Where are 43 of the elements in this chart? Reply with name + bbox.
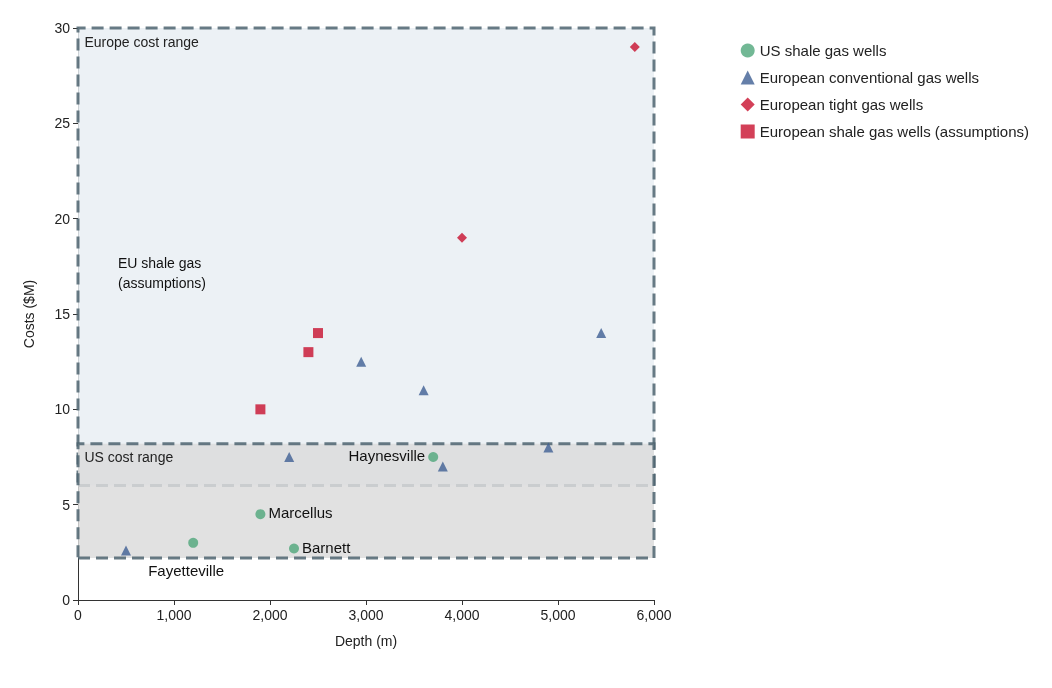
legend-label: European conventional gas wells bbox=[759, 69, 980, 86]
point bbox=[121, 545, 131, 556]
band-label: Europe cost range bbox=[84, 33, 200, 50]
y-tick-label: 25 bbox=[54, 115, 71, 132]
point bbox=[629, 42, 640, 53]
annotation: Haynesville bbox=[348, 447, 426, 464]
y-tick-label: 10 bbox=[54, 401, 71, 418]
annotation: Marcellus bbox=[268, 504, 333, 522]
x-tick-label: 6,000 bbox=[636, 607, 672, 623]
y-tick-label: 0 bbox=[62, 592, 71, 608]
point bbox=[596, 328, 607, 339]
x-axis-title: Depth (m) bbox=[334, 633, 398, 649]
x-tick-label: 5,000 bbox=[540, 607, 576, 623]
point bbox=[255, 404, 266, 415]
point bbox=[188, 537, 199, 548]
point bbox=[356, 356, 367, 367]
band-label: US cost range bbox=[84, 449, 174, 466]
point bbox=[313, 328, 323, 339]
y-tick-label: 5 bbox=[62, 496, 71, 513]
x-tick-label: 1,000 bbox=[156, 607, 192, 623]
annotation: EU shale gas (assumptions) bbox=[118, 255, 206, 291]
x-tick-label: 4,000 bbox=[444, 607, 480, 623]
annotation: Barnett bbox=[302, 538, 352, 556]
y-tick-label: 15 bbox=[54, 306, 71, 322]
point bbox=[284, 452, 295, 462]
legend-label: European tight gas wells bbox=[759, 96, 924, 113]
point bbox=[418, 385, 429, 396]
legend-label: European shale gas wells (assumptions) bbox=[759, 123, 1030, 140]
legend-label: US shale gas wells bbox=[759, 42, 887, 59]
point bbox=[303, 347, 314, 358]
x-tick-label: 3,000 bbox=[348, 607, 384, 623]
point bbox=[255, 509, 266, 520]
point bbox=[457, 232, 467, 243]
point bbox=[543, 442, 554, 453]
annotation: Fayetteville bbox=[148, 561, 225, 579]
y-axis-title: Costs ($M) bbox=[21, 279, 37, 349]
point bbox=[289, 543, 299, 554]
x-tick-label: 2,000 bbox=[252, 607, 288, 623]
point bbox=[428, 452, 439, 462]
point bbox=[437, 461, 448, 472]
y-tick-label: 30 bbox=[54, 20, 71, 36]
x-tick-label: 0 bbox=[74, 607, 83, 623]
y-tick-label: 20 bbox=[54, 210, 71, 227]
